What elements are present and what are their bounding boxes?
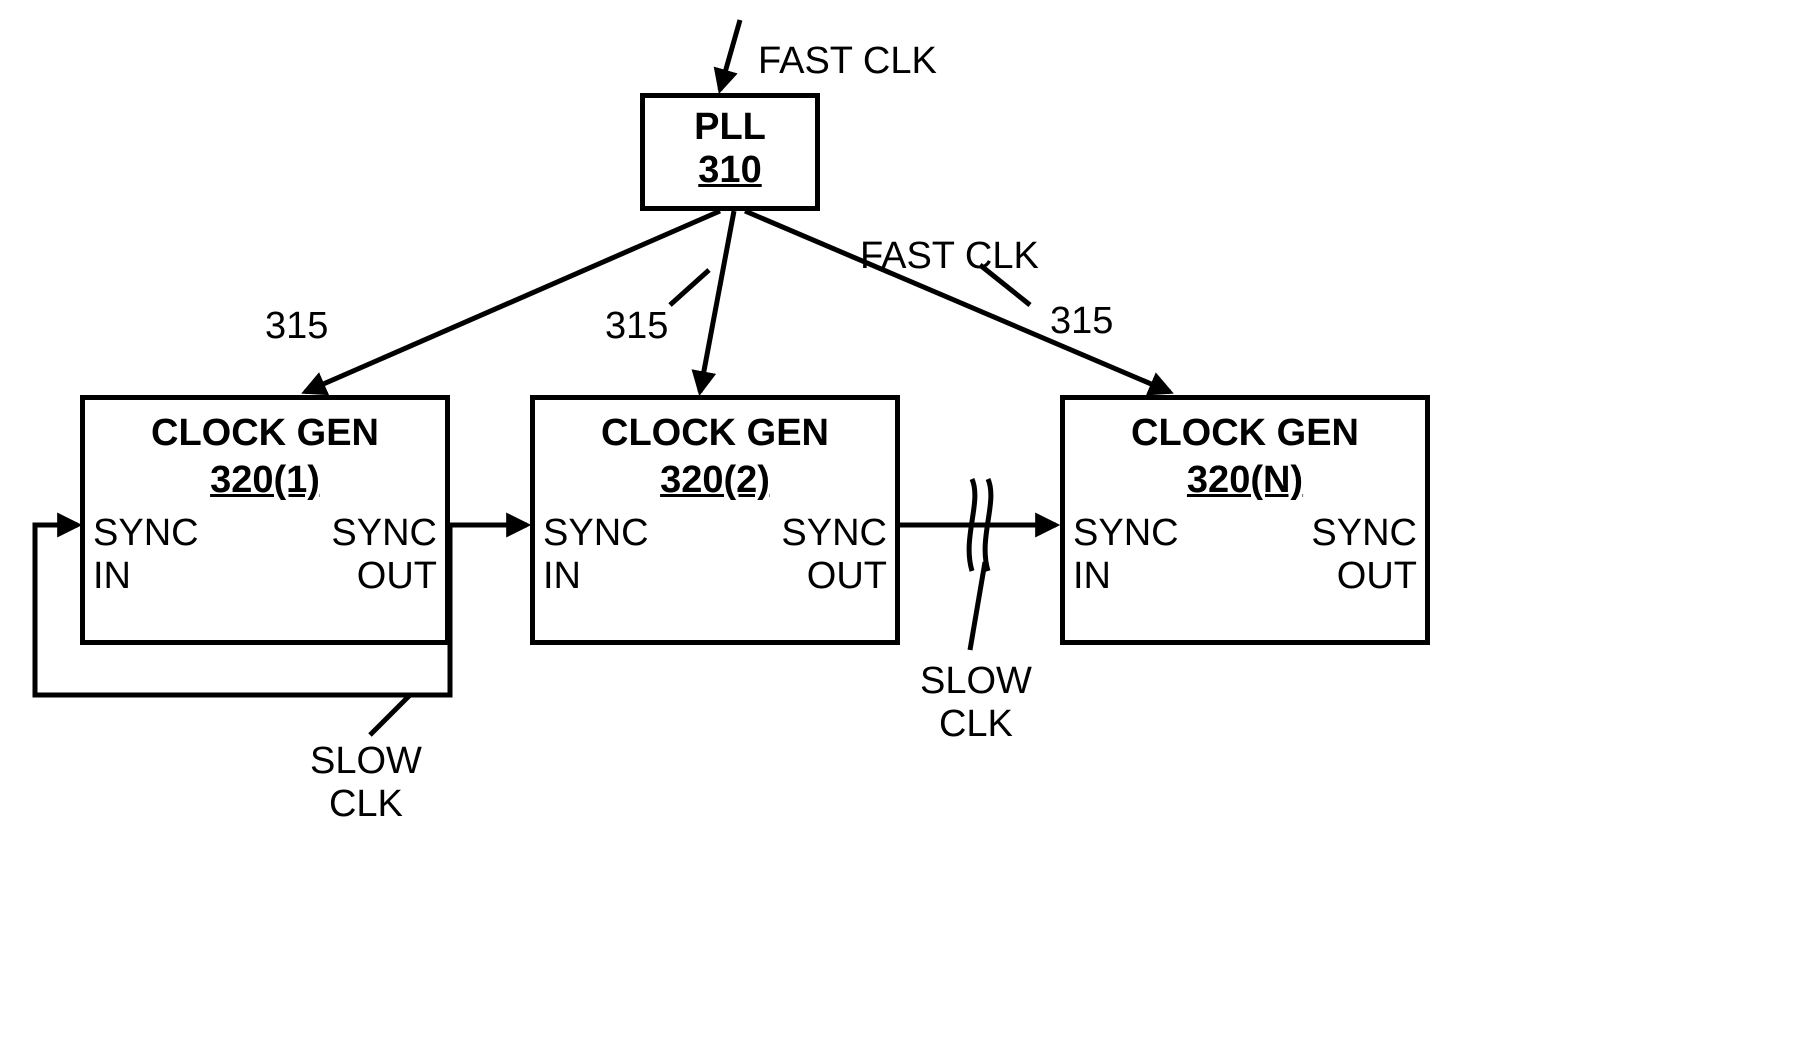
cg1-sync-out-port: SYNC OUT <box>331 512 437 598</box>
slow-clk-1-line1: SLOW <box>310 740 422 783</box>
cg2-sync-out-2: OUT <box>781 555 887 598</box>
cg1-sync-in-1: SYNC <box>93 512 199 555</box>
fast-clk-branch-label: FAST CLK <box>860 235 1039 278</box>
fast-clk-input-label: FAST CLK <box>758 40 937 83</box>
pll-title: PLL <box>645 106 815 149</box>
slow-clk-2-line2: CLK <box>920 703 1032 746</box>
cg2-sync-in-2: IN <box>543 555 649 598</box>
clock-gen-1-block: CLOCK GEN 320(1) SYNC IN SYNC OUT <box>80 395 450 645</box>
slow-clk-label-1: SLOW CLK <box>310 740 422 826</box>
pll-ref: 310 <box>645 149 815 192</box>
cgn-sync-in-1: SYNC <box>1073 512 1179 555</box>
cgn-sync-out-port: SYNC OUT <box>1311 512 1417 598</box>
cg1-ref: 320(1) <box>85 459 445 502</box>
cgn-sync-out-2: OUT <box>1311 555 1417 598</box>
cg1-sync-in-port: SYNC IN <box>93 512 199 598</box>
cgn-ref: 320(N) <box>1065 459 1425 502</box>
cgn-title: CLOCK GEN <box>1065 412 1425 455</box>
cg1-sync-out-1: SYNC <box>331 512 437 555</box>
cgn-sync-in-2: IN <box>1073 555 1179 598</box>
cg2-sync-in-1: SYNC <box>543 512 649 555</box>
clock-gen-n-block: CLOCK GEN 320(N) SYNC IN SYNC OUT <box>1060 395 1430 645</box>
fanout-label-315-3: 315 <box>1050 300 1113 343</box>
diagram-canvas: PLL 310 CLOCK GEN 320(1) SYNC IN SYNC OU… <box>0 0 1801 1046</box>
fanout-label-315-1: 315 <box>265 305 328 348</box>
pll-block: PLL 310 <box>640 93 820 211</box>
cgn-sync-out-1: SYNC <box>1311 512 1417 555</box>
cg2-sync-out-port: SYNC OUT <box>781 512 887 598</box>
slow-clk-2-line1: SLOW <box>920 660 1032 703</box>
slow-clk-label-2: SLOW CLK <box>920 660 1032 746</box>
cg1-sync-out-2: OUT <box>331 555 437 598</box>
clock-gen-2-block: CLOCK GEN 320(2) SYNC IN SYNC OUT <box>530 395 900 645</box>
cgn-sync-in-port: SYNC IN <box>1073 512 1179 598</box>
slow-clk-1-line2: CLK <box>310 783 422 826</box>
cg2-sync-out-1: SYNC <box>781 512 887 555</box>
cg2-sync-in-port: SYNC IN <box>543 512 649 598</box>
cg2-ref: 320(2) <box>535 459 895 502</box>
fanout-label-315-2: 315 <box>605 305 668 348</box>
cg2-title: CLOCK GEN <box>535 412 895 455</box>
cg1-title: CLOCK GEN <box>85 412 445 455</box>
cg1-sync-in-2: IN <box>93 555 199 598</box>
